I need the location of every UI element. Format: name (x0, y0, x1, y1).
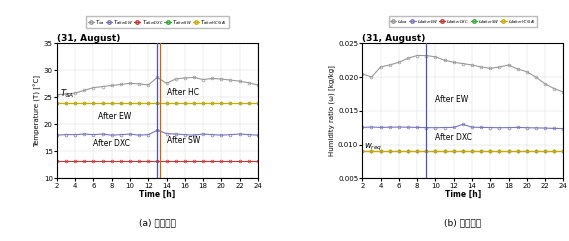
Text: After HC: After HC (167, 88, 199, 97)
Legend: $T_{oa}$, $T_{afterEW}$, $T_{afterDXC}$, $T_{afterSW}$, $T_{afterHC(SA)}$: $T_{oa}$, $T_{afterEW}$, $T_{afterDXC}$,… (86, 16, 229, 28)
Text: $T_{SA}$: $T_{SA}$ (60, 87, 74, 100)
Y-axis label: Temperature (T) [°C]: Temperature (T) [°C] (34, 75, 41, 147)
Text: (b) 절대습도: (b) 절대습도 (444, 219, 481, 228)
Legend: $\omega_{oa}$, $\omega_{afterEW}$, $\omega_{afterDXC}$, $\omega_{afterSW}$, $\om: $\omega_{oa}$, $\omega_{afterEW}$, $\ome… (389, 16, 537, 27)
Text: After EW: After EW (435, 95, 469, 104)
Text: $w_{req}$: $w_{req}$ (364, 142, 382, 153)
Text: After DXC: After DXC (435, 133, 472, 142)
Y-axis label: Humidity ratio (ω) [kg/kg]: Humidity ratio (ω) [kg/kg] (328, 65, 335, 156)
X-axis label: Time [h]: Time [h] (139, 190, 175, 199)
Text: After DXC: After DXC (93, 139, 130, 148)
Text: After EW: After EW (98, 112, 131, 121)
Text: (31, August): (31, August) (57, 33, 120, 43)
Text: After SW: After SW (167, 136, 200, 145)
X-axis label: Time [h]: Time [h] (445, 190, 481, 199)
Text: (31, August): (31, August) (362, 33, 426, 43)
Text: (a) 급기온도: (a) 급기온도 (139, 219, 176, 228)
